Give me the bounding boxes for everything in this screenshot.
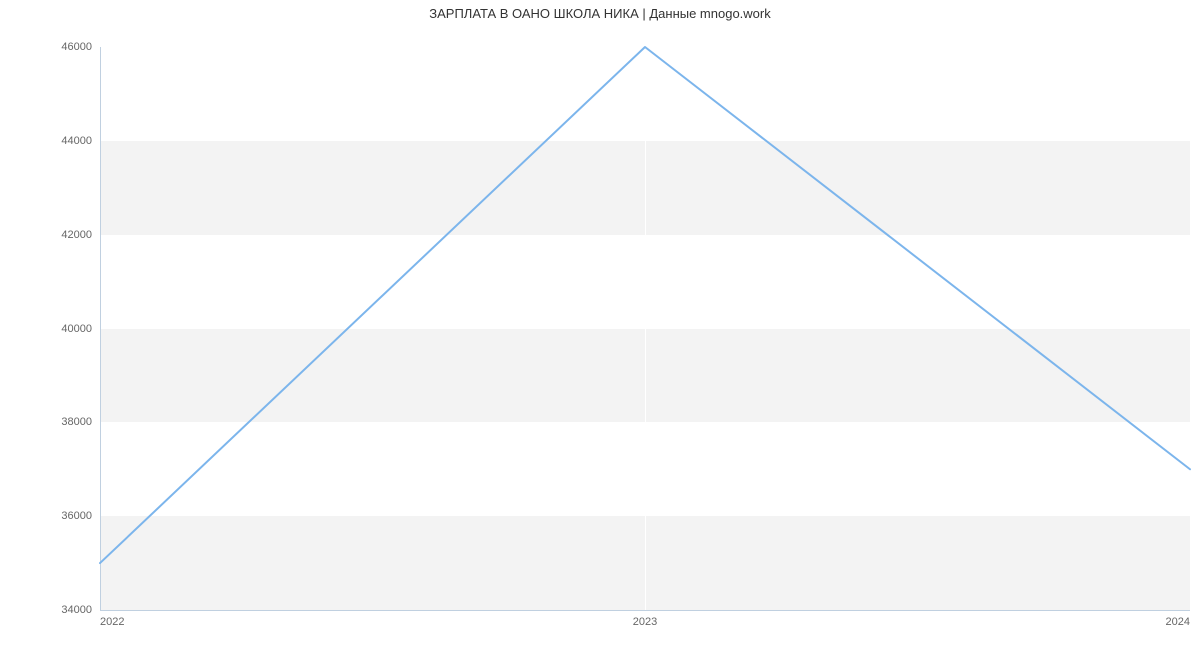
x-gridline: [1190, 47, 1191, 610]
series-line-salary: [100, 47, 1190, 563]
y-tick-label: 42000: [61, 229, 92, 241]
chart-title: ЗАРПЛАТА В ОАНО ШКОЛА НИКА | Данные mnog…: [0, 6, 1200, 21]
y-tick-label: 40000: [61, 323, 92, 335]
salary-line-chart: ЗАРПЛАТА В ОАНО ШКОЛА НИКА | Данные mnog…: [0, 0, 1200, 650]
y-tick-label: 34000: [61, 604, 92, 616]
y-tick-label: 46000: [61, 41, 92, 53]
x-tick-label: 2024: [1166, 616, 1190, 628]
x-tick-label: 2023: [633, 616, 657, 628]
y-tick-label: 44000: [61, 135, 92, 147]
plot-area: 3400036000380004000042000440004600020222…: [100, 47, 1190, 610]
y-tick-label: 36000: [61, 510, 92, 522]
y-tick-label: 38000: [61, 416, 92, 428]
x-tick-label: 2022: [100, 616, 124, 628]
x-axis-line: [100, 610, 1190, 611]
line-layer: [100, 47, 1190, 610]
